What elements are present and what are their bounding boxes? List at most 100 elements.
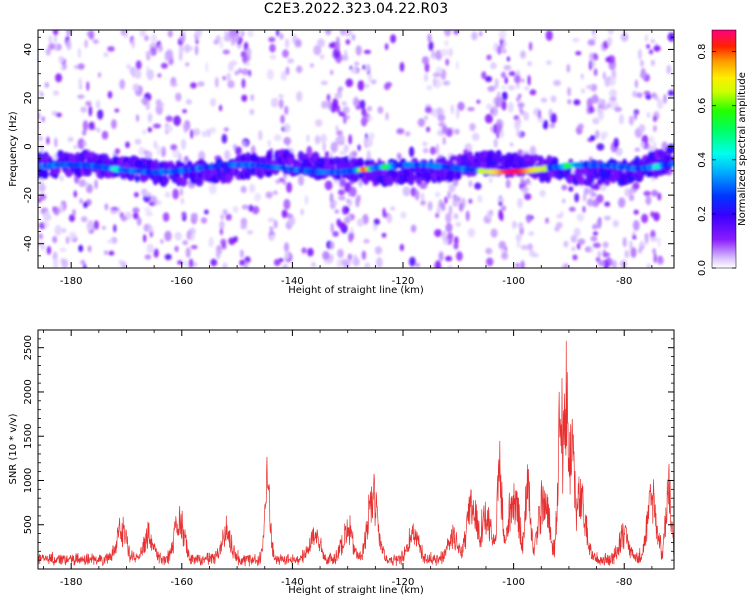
- spectrogram-cell: [505, 179, 511, 189]
- spectrogram-cell: [313, 45, 322, 56]
- spectrogram-cell: [41, 116, 45, 123]
- spectrogram-cell: [490, 62, 497, 70]
- spectrogram-cell: [592, 30, 596, 36]
- spectrogram-cell: [435, 143, 440, 155]
- spectrogram-cell: [118, 259, 124, 265]
- spectrogram-cell: [351, 33, 356, 41]
- spectrogram-cell: [467, 107, 475, 112]
- spectrogram-cell: [471, 132, 480, 141]
- spectrogram-cell: [410, 224, 417, 233]
- spectrogram-cell: [282, 263, 289, 268]
- spectrogram-cell: [498, 30, 507, 40]
- spectrogram-cell: [422, 141, 428, 147]
- spectrogram-cell: [61, 258, 69, 268]
- spectrogram-cell: [61, 228, 67, 233]
- spectrogram-cell: [180, 197, 184, 205]
- spectrogram-x-tick-label: -140: [281, 276, 304, 287]
- spectrogram-cell: [565, 263, 569, 268]
- spectrogram-cell: [111, 119, 117, 130]
- spectrogram-cell: [521, 186, 529, 193]
- spectrogram-cell: [73, 190, 78, 198]
- spectrogram-cell: [457, 101, 465, 111]
- spectrogram-cell: [79, 198, 84, 204]
- colorbar-tick-label: 0.8: [697, 44, 708, 60]
- spectrogram-cell: [325, 30, 332, 36]
- spectrogram-cell: [632, 220, 640, 231]
- spectrogram-cell: [481, 71, 487, 80]
- spectrogram-cell: [640, 68, 646, 79]
- spectrogram-cell: [208, 237, 214, 248]
- spectrogram-cell: [38, 135, 43, 142]
- snr-x-tick-label: -120: [392, 577, 415, 588]
- spectrogram-cell: [507, 85, 516, 91]
- spectrogram-cell: [30, 58, 36, 62]
- spectrogram-cell: [342, 106, 350, 114]
- spectrogram-cell: [190, 82, 197, 89]
- spectrogram-cell: [441, 202, 446, 212]
- spectrogram-cell: [444, 196, 448, 204]
- spectrogram-cell: [96, 127, 100, 133]
- spectrogram-cell: [205, 128, 212, 138]
- spectrogram-cell: [563, 240, 569, 248]
- spectrogram-cell: [83, 141, 87, 147]
- spectrogram-cell: [250, 167, 256, 175]
- spectrogram-cell: [144, 35, 149, 41]
- spectrogram-cell: [452, 194, 458, 201]
- spectrogram-cell: [442, 136, 446, 145]
- spectrogram-cell: [634, 79, 638, 89]
- colorbar-tick-label: 0.4: [697, 152, 708, 168]
- spectrogram-cell: [334, 209, 340, 214]
- spectrogram-cell: [337, 248, 344, 258]
- spectrogram-cell: [307, 247, 314, 257]
- spectrogram-cell: [304, 195, 309, 205]
- spectrogram-cell: [597, 110, 604, 121]
- spectrogram-cell: [38, 112, 41, 120]
- spectrogram-cell: [52, 90, 59, 96]
- spectrogram-cell: [237, 44, 242, 49]
- colorbar-tick-label: 0.2: [697, 206, 708, 222]
- spectrogram-cell: [570, 235, 578, 243]
- spectrogram-cell: [574, 193, 580, 203]
- spectrogram-cell: [352, 257, 360, 267]
- spectrogram-cell: [490, 126, 494, 133]
- spectrogram-cell: [131, 38, 136, 49]
- spectrogram-cell: [190, 212, 198, 220]
- spectrogram-y-tick-label: 0: [23, 143, 34, 149]
- spectrogram-cell: [248, 204, 254, 212]
- spectrogram-cell: [234, 70, 239, 76]
- spectrogram-cell: [427, 33, 432, 43]
- spectrogram-cell: [160, 239, 164, 244]
- spectrogram-cell: [73, 145, 79, 149]
- colorbar: 0.0 0.2 0.4 0.6 0.8 Normalized spectral ampl…: [697, 29, 748, 276]
- spectrogram-cell: [44, 221, 50, 228]
- spectrogram-cell: [666, 64, 672, 75]
- spectrogram-cell: [113, 224, 117, 233]
- spectrogram-cell: [634, 147, 641, 152]
- spectrogram-cell: [577, 123, 584, 130]
- spectrogram-cell: [630, 247, 637, 258]
- spectrogram-cell: [296, 91, 303, 102]
- spectrogram-cell: [458, 202, 464, 212]
- spectrogram-cell: [357, 159, 364, 166]
- spectrogram-cell: [87, 219, 94, 228]
- spectrogram-cell: [435, 212, 440, 218]
- spectrogram-cell: [489, 209, 493, 216]
- spectrogram-cell: [107, 46, 115, 52]
- spectrogram-cell: [281, 209, 288, 219]
- spectrogram-cell: [341, 101, 348, 106]
- spectrogram-cell: [445, 212, 452, 224]
- spectrogram-cell: [532, 154, 540, 162]
- spectrogram-cell: [469, 123, 476, 131]
- spectrogram-cell: [653, 45, 661, 52]
- spectrogram-cell: [328, 42, 334, 49]
- spectrogram-cell: [370, 79, 377, 85]
- snr-y-axis-label: SNR (10 * v/v): [8, 413, 19, 484]
- spectrogram-cell: [183, 260, 188, 267]
- spectrogram-cell: [40, 169, 49, 180]
- spectrogram-cell: [282, 180, 287, 185]
- spectrogram-cell: [582, 193, 587, 202]
- spectrogram-cell: [82, 120, 89, 132]
- spectrogram-cell: [341, 258, 349, 266]
- spectrogram-cell: [269, 226, 274, 232]
- spectrogram-cell: [511, 220, 517, 229]
